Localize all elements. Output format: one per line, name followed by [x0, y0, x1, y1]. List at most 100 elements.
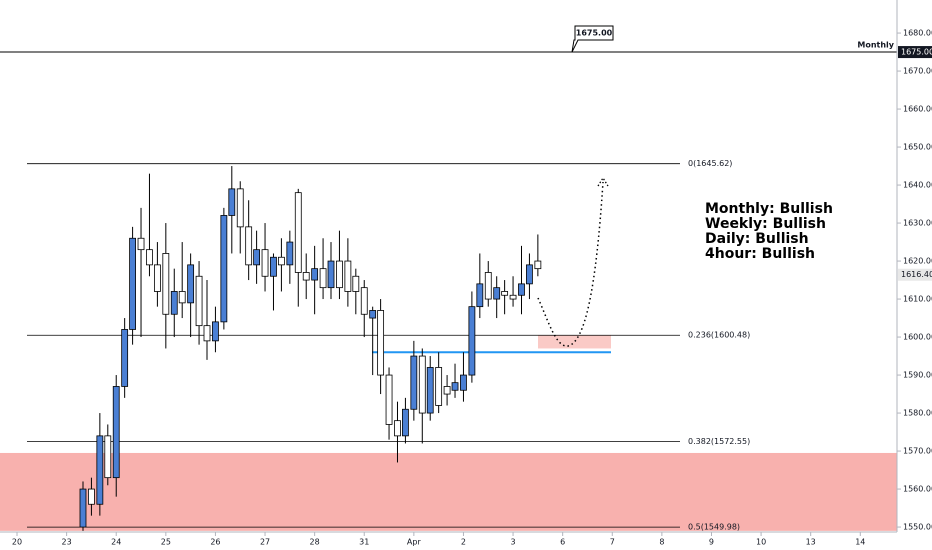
y-tick-label: 1650.00	[903, 143, 932, 152]
zone	[0, 452, 897, 531]
candle-body	[203, 325, 211, 342]
candle-body	[493, 287, 501, 300]
x-tick-label: 14	[855, 538, 865, 547]
y-tick-label: 1610.00	[903, 295, 932, 304]
x-tick-label: 23	[62, 538, 72, 547]
candle-body	[336, 260, 343, 289]
candle-body	[484, 272, 492, 300]
candle-body	[245, 226, 253, 266]
candle-body	[443, 386, 451, 395]
x-tick-label: 31	[359, 538, 369, 547]
bias-text: Daily: Bullish	[705, 231, 809, 247]
candle-body	[212, 321, 219, 342]
candle-body	[88, 488, 95, 505]
callout-box	[571, 25, 614, 53]
candle-body	[319, 268, 327, 289]
candle-body	[104, 435, 112, 479]
candle-body	[402, 408, 409, 437]
x-tick-label: 6	[560, 538, 565, 547]
last-price-tag	[898, 268, 932, 281]
candle-body	[344, 260, 352, 292]
candle-body	[460, 374, 467, 391]
fib-label: 0.382(1572.55)	[688, 437, 750, 446]
candle-body	[153, 264, 161, 292]
x-tick-label: 3	[511, 538, 516, 547]
y-tick-label: 1660.00	[903, 105, 932, 114]
zone	[538, 335, 611, 349]
candle-body	[360, 287, 368, 315]
candle-body	[518, 283, 525, 296]
price-tag-label: 1675.00	[901, 48, 932, 57]
candle-body	[451, 382, 459, 391]
fib-label: 0(1645.62)	[688, 159, 732, 168]
x-tick-label: 26	[210, 538, 220, 547]
x-tick-label: 27	[260, 538, 270, 547]
candle-body	[394, 420, 401, 437]
candle-body	[369, 310, 377, 319]
candle-body	[228, 188, 236, 216]
bias-text: Monthly: Bullish	[705, 201, 833, 217]
candle-body	[286, 241, 294, 266]
candle-body	[220, 215, 228, 323]
candle-body	[509, 294, 517, 300]
bias-text: Weekly: Bullish	[705, 216, 826, 232]
candle-body	[178, 291, 186, 304]
candle-body	[261, 249, 269, 277]
candle-body	[352, 275, 360, 292]
candle-body	[236, 188, 244, 228]
candle-body	[468, 306, 476, 376]
x-tick-label: 13	[806, 538, 816, 547]
y-tick-label: 1600.00	[903, 333, 932, 342]
candle-body	[534, 260, 542, 270]
candle-body	[112, 386, 120, 479]
candle-body	[129, 237, 136, 330]
x-tick-label: 24	[111, 538, 121, 547]
y-tick-label: 1670.00	[903, 67, 932, 76]
candle-body	[96, 435, 104, 505]
x-tick-label: Apr	[407, 538, 422, 547]
candle-body	[278, 256, 285, 266]
y-tick-label: 1560.00	[903, 485, 932, 494]
last-price-label: 1616.40	[901, 270, 932, 279]
x-tick-label: 20	[12, 538, 22, 547]
candle-body	[526, 264, 533, 285]
candle-body	[302, 272, 310, 281]
x-tick-label: 28	[310, 538, 320, 547]
x-tick-label: 7	[610, 538, 615, 547]
y-tick-label: 1580.00	[903, 409, 932, 418]
x-tick-label: 25	[161, 538, 171, 547]
price-tag	[898, 46, 932, 59]
candle-body	[170, 291, 178, 315]
candle-body	[311, 268, 319, 281]
candle-body	[137, 237, 145, 251]
callout-label: 1675.00	[576, 29, 613, 38]
candle-body	[385, 374, 393, 425]
candle-body	[501, 291, 509, 296]
candle-body	[270, 256, 277, 277]
bias-text: 4hour: Bullish	[705, 246, 815, 262]
candle-body	[195, 275, 203, 327]
y-tick-label: 1620.00	[903, 257, 932, 266]
candle-body	[476, 283, 484, 308]
candle-body	[410, 355, 418, 410]
candle-body	[377, 310, 385, 376]
fib-label: 0.236(1600.48)	[688, 331, 750, 340]
candle-body	[418, 355, 426, 414]
y-tick-label: 1630.00	[903, 219, 932, 228]
x-tick-label: 10	[756, 538, 766, 547]
y-tick-label: 1680.00	[903, 29, 932, 38]
x-tick-label: 2	[461, 538, 466, 547]
candle-body	[79, 488, 87, 528]
candle-body	[121, 329, 129, 387]
projection-path	[537, 181, 604, 347]
fib-label: 0.5(1549.98)	[688, 523, 740, 532]
candle-body	[426, 367, 434, 414]
y-tick-label: 1640.00	[903, 181, 932, 190]
candle-body	[294, 192, 302, 273]
candle-body	[253, 249, 261, 266]
y-tick-label: 1590.00	[903, 371, 932, 380]
x-tick-label: 8	[659, 538, 664, 547]
y-tick-label: 1550.00	[903, 523, 932, 532]
x-tick-label: 9	[709, 538, 714, 547]
